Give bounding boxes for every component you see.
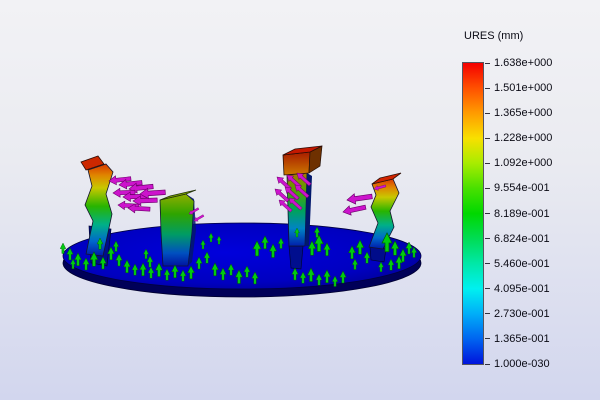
legend-entry: 1.000e-030 — [485, 357, 550, 371]
legend-entry: 1.228e+000 — [485, 131, 552, 145]
legend-tick — [485, 363, 490, 365]
legend-value: 1.365e-001 — [494, 332, 550, 345]
legend-entry: 1.365e-001 — [485, 332, 550, 346]
legend-value: 4.095e-001 — [494, 282, 550, 295]
legend-value: 1.365e+000 — [494, 107, 553, 120]
legend-tick — [485, 213, 490, 214]
legend-value: 1.638e+000 — [494, 57, 553, 69]
load-arrow-icon — [345, 191, 374, 206]
legend-entry: 4.095e-001 — [485, 282, 550, 296]
legend-tick — [485, 288, 490, 290]
legend-value: 9.554e-001 — [494, 182, 550, 195]
legend-value: 6.824e-001 — [494, 232, 550, 245]
color-legend: URES (mm) 1.638e+000 1.501e+000 1.365e+000… — [462, 30, 552, 370]
post-4 — [368, 172, 402, 263]
legend-entry: 6.824e-001 — [485, 232, 550, 246]
legend-tick — [485, 137, 490, 139]
legend-value: 1.501e+000 — [494, 82, 553, 95]
post-2 — [159, 189, 197, 267]
legend-value: 8.189e-001 — [494, 207, 550, 220]
legend-tick — [485, 338, 490, 340]
legend-color-bar — [462, 62, 484, 365]
load-arrows — [108, 170, 387, 224]
legend-entry: 1.501e+000 — [485, 81, 552, 95]
legend-entry: 1.638e+000 — [485, 56, 552, 70]
legend-value: 1.092e+000 — [494, 157, 553, 170]
legend-title: URES (mm) — [464, 30, 524, 42]
legend-entry: 8.189e-001 — [485, 207, 550, 221]
legend-entry: 5.460e-001 — [485, 257, 550, 271]
legend-tick — [485, 162, 490, 164]
load-arrow-icon — [341, 202, 367, 217]
legend-entry: 1.365e+000 — [485, 106, 552, 120]
legend-tick — [485, 313, 490, 315]
legend-value: 1.000e-030 — [494, 358, 550, 370]
legend-tick — [485, 112, 490, 114]
legend-tick — [485, 62, 490, 64]
legend-entry: 1.092e+000 — [485, 156, 552, 170]
legend-entry: 2.730e-001 — [485, 307, 550, 321]
legend-value: 5.460e-001 — [494, 257, 550, 270]
legend-value: 2.730e-001 — [494, 307, 550, 320]
legend-tick — [485, 87, 490, 89]
legend-labels: 1.638e+000 1.501e+000 1.365e+000 1.228e+000… — [485, 57, 580, 370]
legend-tick — [485, 238, 490, 240]
legend-tick — [485, 187, 490, 189]
legend-tick — [485, 263, 490, 265]
legend-value: 1.228e+000 — [494, 132, 553, 145]
legend-entry: 9.554e-001 — [485, 181, 550, 195]
